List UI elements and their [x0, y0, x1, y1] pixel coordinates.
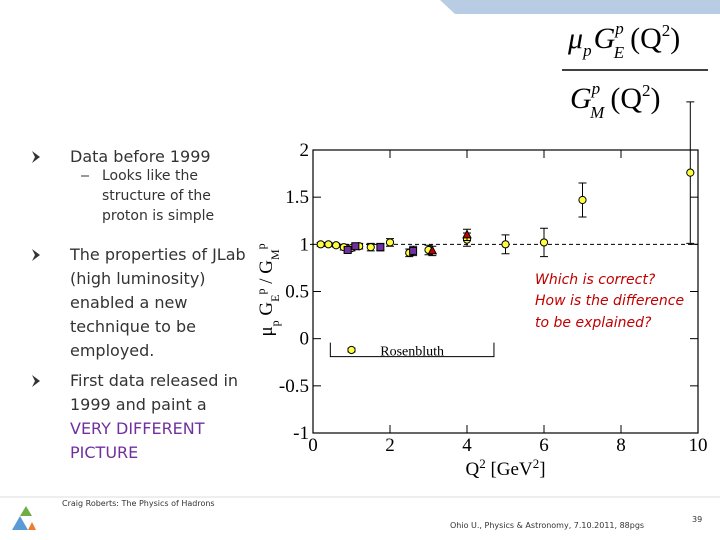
point	[385, 238, 395, 247]
annotation: Rosenbluth	[380, 345, 444, 360]
sub-text: structure of the	[102, 188, 211, 204]
y-label-part: p	[254, 243, 268, 249]
x-label-part: ]	[539, 459, 545, 480]
y-label-part: p	[254, 288, 268, 294]
formula: μpGp E (Q2) Gp M (Q2)	[562, 19, 708, 122]
sub-text: Looks like the	[102, 168, 198, 184]
point	[316, 240, 325, 249]
x-tick-label: 6	[539, 435, 549, 456]
y-label-part: p	[268, 320, 282, 326]
formula-denominator: Gp M (Q2)	[570, 79, 661, 122]
point	[539, 238, 549, 247]
x-label-part: [GeV	[486, 459, 533, 480]
y-tick-label: 0.5	[285, 282, 309, 303]
bullet-text: 1999 and paint a	[70, 395, 207, 414]
point	[366, 243, 375, 252]
logo	[12, 506, 36, 530]
point	[343, 245, 352, 254]
point	[427, 245, 438, 255]
y-tick-label: -0.5	[279, 376, 309, 397]
y-tick-label: -1	[293, 423, 309, 444]
bullet-text: The properties of JLab	[69, 245, 246, 264]
y-tick-label: 1.5	[285, 187, 309, 208]
point	[686, 168, 695, 177]
question: How is the difference	[535, 293, 684, 309]
bullets: Data before 1999 Looks like the structure …	[32, 147, 246, 462]
point	[351, 242, 360, 251]
point	[409, 246, 418, 255]
y-tick-label: 2	[300, 140, 310, 161]
point	[376, 243, 385, 252]
x-label-part: 2	[479, 456, 486, 471]
top-ribbon	[440, 0, 720, 14]
bullet-arrow	[32, 151, 40, 163]
x-label-part: 2	[533, 456, 540, 471]
point	[462, 229, 472, 239]
footer-center: Ohio U., Physics & Astronomy, 7.10.2011,…	[450, 521, 644, 530]
sub-text: proton is simple	[102, 208, 214, 224]
bracket	[329, 342, 495, 358]
bullet-text: Data before 1999	[70, 147, 211, 166]
bullet-arrow	[32, 375, 40, 387]
bullet-highlight: VERY DIFFERENT	[70, 419, 205, 438]
y-label-part: E	[268, 294, 282, 301]
bullet-text: employed.	[70, 341, 154, 360]
x-label-part: Q	[466, 459, 480, 480]
point	[332, 241, 341, 250]
page-number: 39	[692, 515, 702, 524]
bullet-highlight: PICTURE	[70, 443, 138, 462]
formula-numerator: μpGp E (Q2)	[567, 19, 680, 62]
question: to be explained?	[535, 315, 652, 331]
point	[501, 240, 510, 249]
x-tick-label: 10	[689, 435, 708, 456]
y-label-part: μ	[256, 326, 277, 336]
y-tick-label: 0	[300, 329, 310, 350]
x-tick-label: 0	[308, 435, 318, 456]
point	[578, 195, 587, 205]
point	[324, 240, 333, 249]
bullet-text: First data released in	[70, 371, 238, 390]
question: Which is correct?	[535, 272, 656, 288]
bullet-text: technique to be	[70, 317, 196, 336]
bullet-text: (high luminosity)	[70, 269, 206, 288]
point	[347, 345, 356, 355]
x-tick-label: 4	[462, 435, 472, 456]
y-label-part: G	[256, 302, 277, 321]
x-tick-label: 2	[385, 435, 395, 456]
y-axis-label: μp GEp / GMp	[254, 243, 282, 336]
y-label-part: M	[268, 249, 282, 260]
bullet-text: enabled a new	[70, 293, 187, 312]
x-tick-label: 8	[616, 435, 626, 456]
x-axis-label: Q2 [GeV2]	[466, 456, 546, 481]
bullet-arrow	[32, 249, 40, 261]
footer-left: Craig Roberts: The Physics of Hadrons	[62, 499, 215, 508]
y-label-part: / G	[256, 260, 277, 289]
y-tick-label: 1	[300, 234, 310, 255]
plot-frame	[312, 149, 699, 434]
